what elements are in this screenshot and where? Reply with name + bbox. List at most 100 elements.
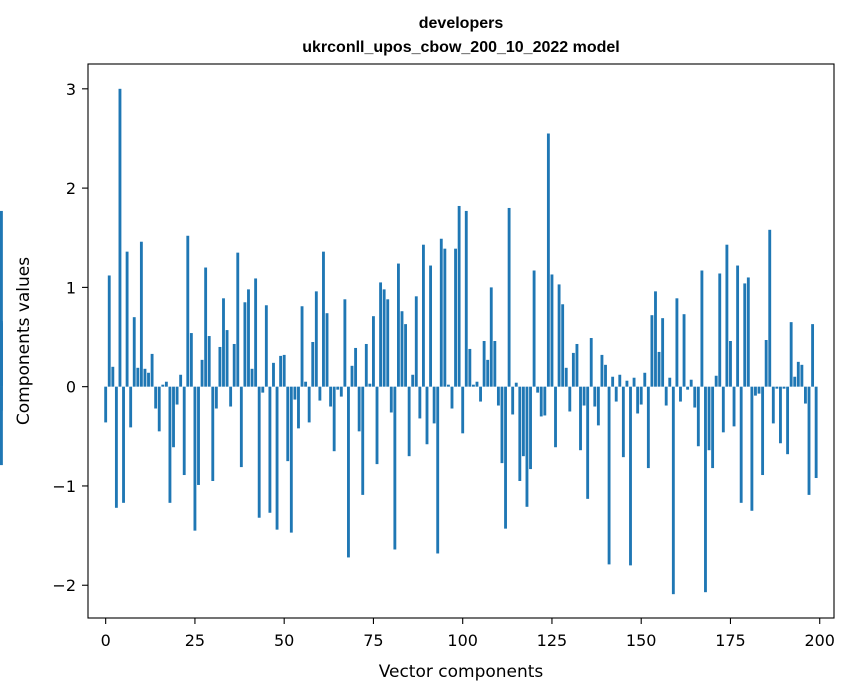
bar [297,386,300,429]
bar [475,381,479,387]
bar [757,386,761,394]
y-tick-label: 3 [66,80,76,99]
bar [386,299,390,387]
bar [793,376,797,387]
bar [225,330,229,387]
bar [664,386,668,406]
bar [150,353,154,387]
bar [314,291,318,387]
bar [586,386,590,499]
bar [175,386,179,405]
bar [322,251,325,387]
bar [118,88,122,387]
bar [372,316,375,387]
bar [546,133,550,387]
y-tick-label: 0 [66,378,76,397]
bar [571,352,575,387]
bar [732,386,736,427]
bar [596,386,600,426]
bar [736,265,740,387]
bar [154,386,158,409]
bar [761,386,765,476]
bar [239,386,243,468]
bar [218,346,222,387]
bar [621,386,625,458]
bar [361,386,365,495]
bar [125,251,129,387]
y-axis-label: Components values [14,257,34,425]
bar [382,289,386,387]
bar [661,318,665,387]
bar [443,248,447,387]
y-tick-label: 1 [66,278,76,297]
bar [507,207,511,387]
bar [704,386,707,593]
bar [168,386,172,503]
bar [679,386,682,402]
bar [636,386,640,414]
bar [214,386,218,409]
x-axis-label: Vector components [379,662,544,682]
bar [422,244,425,387]
bar [400,311,404,387]
bar [211,386,215,481]
bar [236,252,240,387]
bar [418,386,422,419]
bar [189,333,193,387]
bar [179,374,183,387]
bar [289,386,293,533]
bar [311,341,315,387]
bar [754,386,757,396]
bar [318,386,322,401]
bar [122,386,125,503]
bar [575,343,579,387]
bar [329,386,333,407]
bar [436,386,440,554]
bar [804,386,807,404]
x-tick-label: 0 [101,631,111,650]
bar [347,386,350,558]
bar [304,381,308,387]
bar [600,354,604,387]
bar [771,386,775,424]
bar [293,386,297,400]
bar [532,270,536,387]
y-axis-ticks: −2 −1 0 1 2 3 [52,80,88,595]
bar [525,386,529,507]
bar [657,351,661,387]
bar [618,374,622,387]
x-tick-label: 200 [804,631,835,650]
bar [789,322,793,387]
bar [404,324,407,387]
bar [243,302,247,387]
bar [350,365,354,387]
bar [264,305,268,387]
bar [450,386,454,409]
bar [286,386,290,462]
bar [561,304,565,387]
bar [411,374,415,387]
bar [0,321,3,387]
bar [750,386,754,511]
x-tick-label: 175 [715,631,746,650]
bar [493,341,497,387]
chart-title-line-2: ukrconll_upos_cbow_200_10_2022 model [302,39,619,56]
x-tick-label: 100 [447,631,478,650]
bar [0,386,3,411]
bar [129,386,133,428]
bar [625,380,629,387]
bar [0,386,3,466]
bar [200,359,204,387]
bar [379,282,383,387]
bar [811,324,815,387]
bar [414,296,418,387]
bar [539,386,543,417]
bar [339,386,343,397]
bar [111,366,115,387]
bar [639,386,643,405]
bar [557,284,561,387]
bar [147,372,150,387]
bar [746,277,750,387]
bar [468,348,472,387]
